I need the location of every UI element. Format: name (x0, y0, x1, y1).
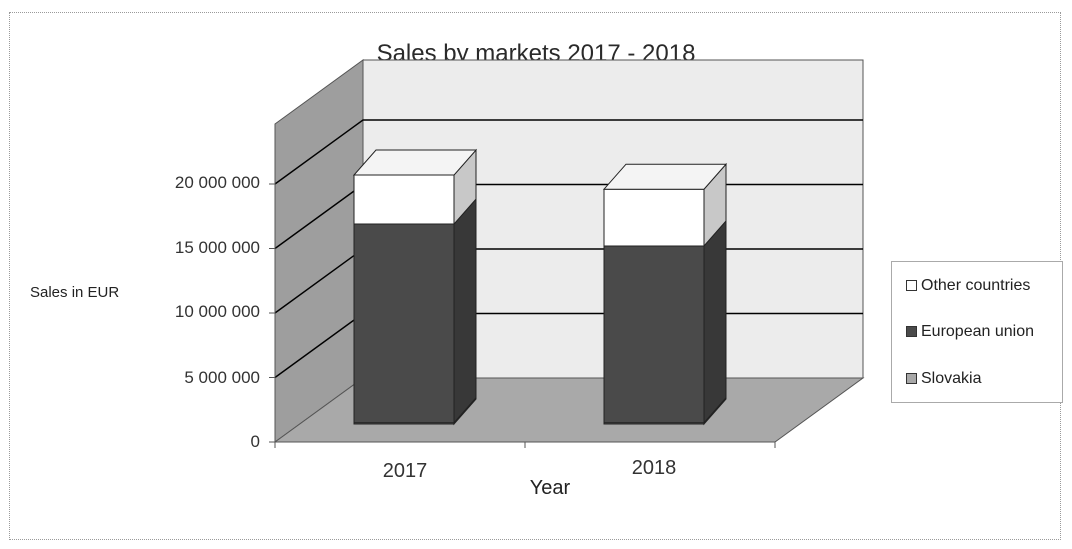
legend-swatch (906, 373, 917, 385)
x-tick-label: 2017 (382, 460, 428, 482)
legend-label: European union (921, 323, 1034, 340)
bar-segment-front (603, 188, 705, 247)
legend-item: Other countries (906, 277, 1030, 295)
y-tick-label: 20 000 000 (174, 173, 260, 192)
bar-segment-front (353, 223, 455, 424)
side-wall (274, 59, 364, 443)
legend-item: European union (906, 323, 1034, 341)
legend-swatch (906, 326, 917, 338)
bar-segment-side (703, 219, 727, 425)
bar-segment-front (353, 174, 455, 225)
bar-top (602, 163, 728, 190)
y-tick-label: 5 000 000 (184, 368, 260, 387)
legend-label: Other countries (921, 277, 1031, 294)
bar-segment-front (603, 245, 705, 424)
legend-item: Slovakia (906, 370, 981, 388)
gridline (274, 119, 863, 185)
legend-label: Slovakia (921, 370, 982, 387)
legend-swatch (906, 280, 917, 292)
y-axis-label: Sales in EUR (30, 284, 120, 301)
y-tick-label: 10 000 000 (174, 302, 260, 321)
bar-segment-side (453, 197, 477, 425)
chart-legend: Other countries European union Slovakia (891, 261, 1063, 403)
bar-top (352, 149, 478, 176)
y-tick-label: 15 000 000 (174, 238, 260, 257)
x-tick-label: 2018 (631, 457, 677, 479)
y-tick-label: 0 (250, 432, 260, 451)
x-axis-label: Year (529, 477, 571, 499)
